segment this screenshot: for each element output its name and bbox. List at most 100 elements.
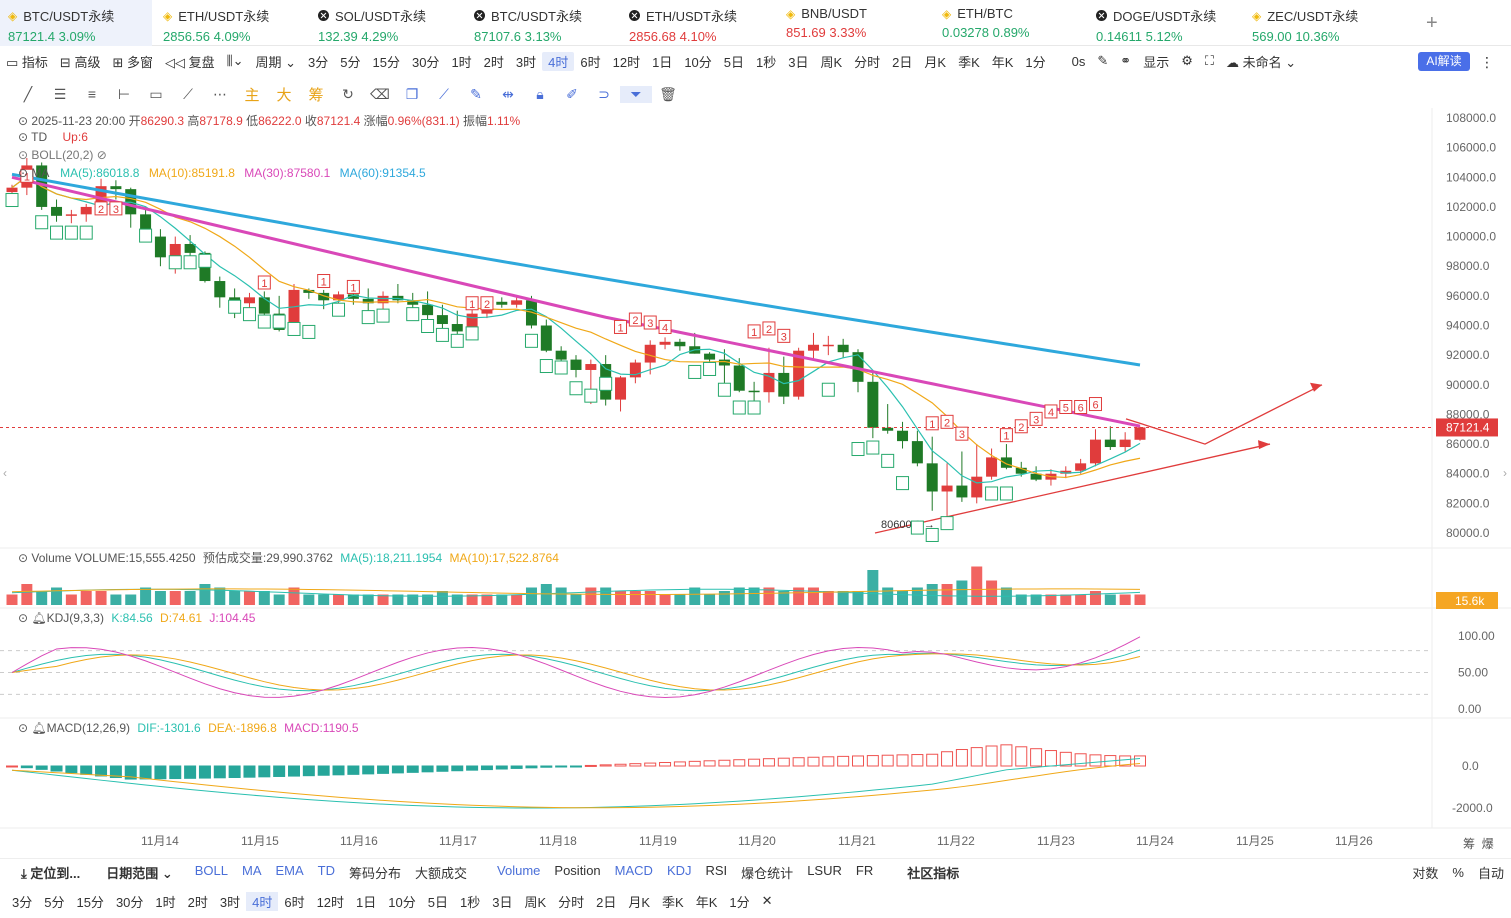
indicator-5[interactable]: 大额成交 bbox=[415, 866, 468, 881]
pattern-tool-icon[interactable]: ⟋ bbox=[183, 85, 193, 102]
indicator-11[interactable]: 爆仓统计 bbox=[741, 866, 794, 881]
indicator-3[interactable]: TD bbox=[317, 863, 335, 878]
percent-toggle[interactable]: % bbox=[1452, 865, 1464, 880]
bottom-interval-9[interactable]: 12时 bbox=[316, 894, 345, 910]
bottom-interval-11[interactable]: 10分 bbox=[388, 894, 416, 910]
bottom-interval-21[interactable]: 1分 bbox=[729, 894, 750, 910]
lock-icon[interactable]: 🔒︎ bbox=[536, 85, 544, 102]
left-scroll-icon[interactable]: ‹ bbox=[3, 466, 7, 480]
indicator-13[interactable]: FR bbox=[855, 863, 874, 878]
tab-4[interactable]: ETH/USDT永续 2856.68 4.10% bbox=[621, 0, 771, 46]
chart-svg[interactable]: 108000.0 106000.0 104000.0 102000.0 100000.0… bbox=[0, 108, 1511, 858]
ruler-icon[interactable]: ⟋ bbox=[439, 85, 449, 102]
bottom-interval-15[interactable]: 周K bbox=[524, 894, 547, 910]
fib-tool-icon[interactable]: ≡ bbox=[87, 86, 97, 102]
brush-icon[interactable]: ✎ bbox=[470, 85, 482, 102]
multi-window-button[interactable]: ⊞ 多窗 bbox=[112, 54, 153, 70]
bottom-interval-19[interactable]: 季K bbox=[662, 894, 684, 910]
bottom-interval-17[interactable]: 2日 bbox=[596, 894, 617, 910]
interval-15[interactable]: 周K bbox=[820, 54, 843, 70]
interval-1[interactable]: 5分 bbox=[340, 54, 361, 70]
interval-3[interactable]: 30分 bbox=[411, 54, 440, 70]
log-toggle[interactable]: 对数 bbox=[1412, 866, 1439, 881]
layout-dropdown[interactable]: ☁ 未命名 ⌄ bbox=[1225, 54, 1297, 70]
tab-0[interactable]: ◈ BTC/USDT永续 87121.4 3.09% bbox=[0, 0, 152, 46]
interval-13[interactable]: 1秒 bbox=[756, 54, 777, 70]
burst-corner[interactable]: 爆 bbox=[1481, 837, 1494, 851]
interval-6[interactable]: 3时 bbox=[515, 54, 537, 70]
interval-12[interactable]: 5日 bbox=[723, 54, 745, 70]
trash-icon[interactable]: 🗑︎ bbox=[659, 85, 677, 102]
rect-tool-icon[interactable]: ▭ bbox=[149, 85, 163, 102]
cycle-icon[interactable]: ↻ bbox=[342, 85, 354, 102]
fullscreen-icon[interactable]: ⛶ bbox=[1204, 53, 1214, 68]
close-icon[interactable]: ✕ bbox=[761, 893, 773, 908]
interval-19[interactable]: 季K bbox=[958, 54, 980, 70]
tab-3[interactable]: BTC/USDT永续 87107.6 3.13% bbox=[466, 0, 616, 46]
indicator-2[interactable]: EMA bbox=[275, 863, 304, 878]
interval-8[interactable]: 6时 bbox=[580, 54, 601, 70]
bottom-interval-2[interactable]: 15分 bbox=[76, 894, 104, 910]
bottom-interval-5[interactable]: 2时 bbox=[187, 894, 208, 910]
tab-8[interactable]: ◈ ZEC/USDT永续 569.00 10.36% bbox=[1244, 0, 1404, 46]
interval-11[interactable]: 10分 bbox=[684, 54, 712, 70]
filter-icon[interactable]: ⏷ bbox=[620, 85, 652, 103]
eye-off-icon[interactable]: ⊘ bbox=[96, 148, 107, 162]
bottom-interval-1[interactable]: 5分 bbox=[44, 894, 65, 910]
interval-0[interactable]: 3分 bbox=[308, 54, 329, 70]
tab-6[interactable]: ◈ ETH/BTC 0.03278 0.89% bbox=[934, 0, 1084, 46]
magnet-icon[interactable]: ⊃ bbox=[598, 85, 610, 102]
interval-10[interactable]: 1日 bbox=[652, 54, 673, 70]
bottom-interval-0[interactable]: 3分 bbox=[12, 894, 33, 910]
bottom-interval-12[interactable]: 5日 bbox=[427, 894, 448, 910]
bottom-interval-10[interactable]: 1日 bbox=[356, 894, 377, 910]
interval-4[interactable]: 1时 bbox=[451, 54, 472, 70]
tab-1[interactable]: ◈ ETH/USDT永续 2856.56 4.09% bbox=[155, 0, 305, 46]
replay-button[interactable]: ◁◁ 复盘 bbox=[164, 54, 215, 70]
tab-5[interactable]: ◈ BNB/USDT 851.69 3.33% bbox=[778, 0, 928, 46]
indicator-8[interactable]: MACD bbox=[614, 863, 653, 878]
compare-icon[interactable]: ⇹ bbox=[502, 85, 514, 102]
link-icon[interactable]: ⚭ bbox=[1120, 53, 1132, 68]
interval-9[interactable]: 12时 bbox=[612, 54, 641, 70]
bottom-interval-20[interactable]: 年K bbox=[695, 894, 718, 910]
interval-14[interactable]: 3日 bbox=[788, 54, 809, 70]
bottom-interval-18[interactable]: 月K bbox=[628, 894, 651, 910]
indicator-9[interactable]: KDJ bbox=[666, 863, 692, 878]
interval-20[interactable]: 年K bbox=[991, 54, 1014, 70]
more-tools-icon[interactable]: ⋯ bbox=[213, 85, 227, 102]
indicator-1[interactable]: MA bbox=[241, 863, 262, 878]
bottom-interval-14[interactable]: 3日 bbox=[492, 894, 513, 910]
auto-toggle[interactable]: 自动 bbox=[1477, 866, 1504, 881]
bottom-interval-3[interactable]: 30分 bbox=[115, 894, 144, 910]
main-tool[interactable]: 主 bbox=[244, 86, 260, 104]
bottom-interval-4[interactable]: 1时 bbox=[155, 894, 176, 910]
interval-18[interactable]: 月K bbox=[924, 54, 947, 70]
eraser-icon[interactable]: ⌫ bbox=[370, 85, 390, 102]
display-button[interactable]: 显示 bbox=[1143, 54, 1170, 70]
note-icon[interactable]: ✐ bbox=[566, 85, 578, 102]
parallel-tool-icon[interactable]: ☰ bbox=[53, 85, 67, 102]
advanced-button[interactable]: ⊟ 高级 bbox=[59, 54, 101, 70]
bottom-interval-8[interactable]: 6时 bbox=[284, 894, 305, 910]
chart-area[interactable]: 108000.0 106000.0 104000.0 102000.0 100000.0… bbox=[0, 108, 1511, 858]
indicator-4[interactable]: 筹码分布 bbox=[349, 866, 402, 881]
gear-icon[interactable]: ⚙ bbox=[1181, 53, 1193, 68]
locate-button[interactable]: ⤓ 定位到... bbox=[21, 866, 81, 881]
copy-icon[interactable]: ❐ bbox=[405, 85, 419, 102]
interval-2[interactable]: 15分 bbox=[372, 54, 400, 70]
interval-5[interactable]: 2时 bbox=[483, 54, 504, 70]
bell-icon[interactable]: 🔔︎ bbox=[31, 611, 47, 625]
bell-icon[interactable]: 🔔︎ bbox=[31, 721, 47, 735]
bottom-interval-16[interactable]: 分时 bbox=[558, 894, 585, 910]
line-tool-icon[interactable]: ╱ bbox=[23, 85, 33, 102]
right-scroll-icon[interactable]: › bbox=[1503, 466, 1507, 480]
chart-type-button[interactable]: ⫼⌄ bbox=[226, 53, 244, 68]
interval-21[interactable]: 1分 bbox=[1025, 54, 1046, 70]
hline-tool-icon[interactable]: ⊢ bbox=[117, 85, 131, 102]
interval-7[interactable]: 4时 bbox=[542, 51, 575, 71]
indicator-6[interactable]: Volume bbox=[497, 863, 541, 878]
indicator-12[interactable]: LSUR bbox=[807, 863, 842, 878]
indicator-7[interactable]: Position bbox=[554, 863, 601, 878]
tab-2[interactable]: SOL/USDT永续 132.39 4.29% bbox=[310, 0, 460, 46]
